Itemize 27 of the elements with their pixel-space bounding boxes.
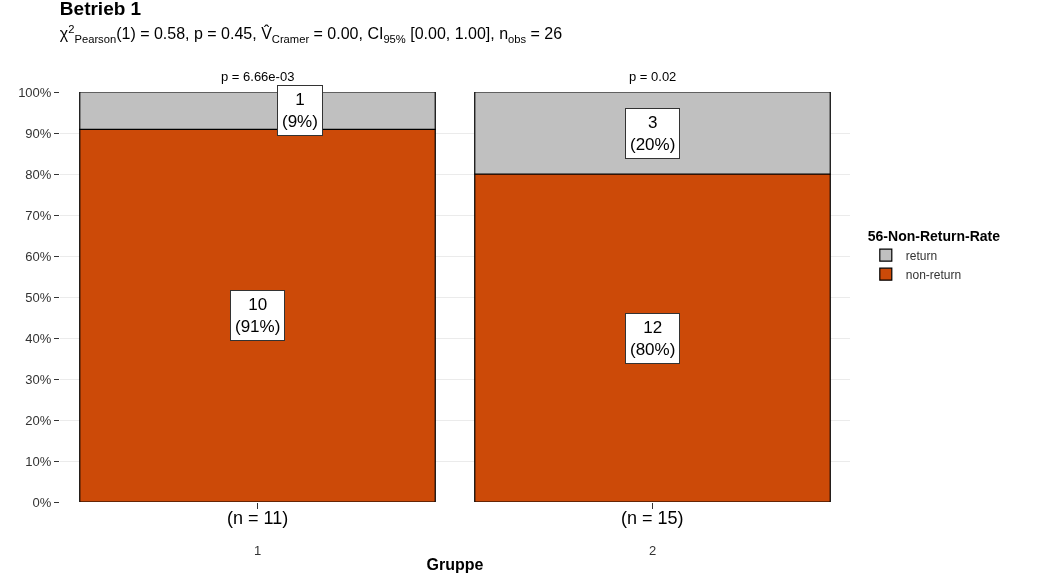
legend-label: return	[905, 248, 938, 263]
y-tick-label: 100%	[18, 84, 52, 100]
x-tick-label: 2	[648, 542, 657, 558]
y-tick-label: 0%	[32, 494, 52, 510]
annotation: (n = 15)	[621, 508, 684, 528]
chart-title: Betrieb 1	[59, 0, 142, 19]
annotation: (n = 11)	[227, 508, 289, 528]
legend-title: 56-Non-Return-Rate	[867, 227, 1001, 244]
text: χ$^{2}$$_{Pearson}$(1) = 0.58, p = 0.45, V̂$_{Cramer}$ = 0.00, CI$_{95%}$ [0.00, 1.00], n$_{obs}$ = 26	[59, 22, 563, 45]
y-tick-label: 30%	[25, 371, 52, 387]
y-tick-label: 60%	[25, 248, 52, 264]
y-tick-label: 20%	[25, 412, 52, 428]
annotation: p = 6.66e-03	[221, 69, 295, 84]
data-label: 10 (91%)	[235, 295, 281, 337]
x-tick-label: 1	[253, 542, 262, 558]
data-label: 1 (9%)	[282, 90, 318, 132]
y-tick-label: 70%	[25, 207, 52, 223]
data-label: 12 (80%)	[630, 318, 676, 360]
y-tick-label: 50%	[25, 289, 52, 305]
y-tick-label: 10%	[25, 453, 52, 469]
data-label: 3 (20%)	[630, 113, 676, 155]
y-tick-label: 80%	[25, 166, 52, 182]
y-tick-label: 90%	[25, 125, 52, 141]
annotation: p = 0.02	[629, 69, 677, 84]
legend-label: non-return	[905, 267, 962, 282]
x-axis-title: Gruppe	[426, 556, 484, 574]
y-tick-label: 40%	[25, 330, 52, 346]
